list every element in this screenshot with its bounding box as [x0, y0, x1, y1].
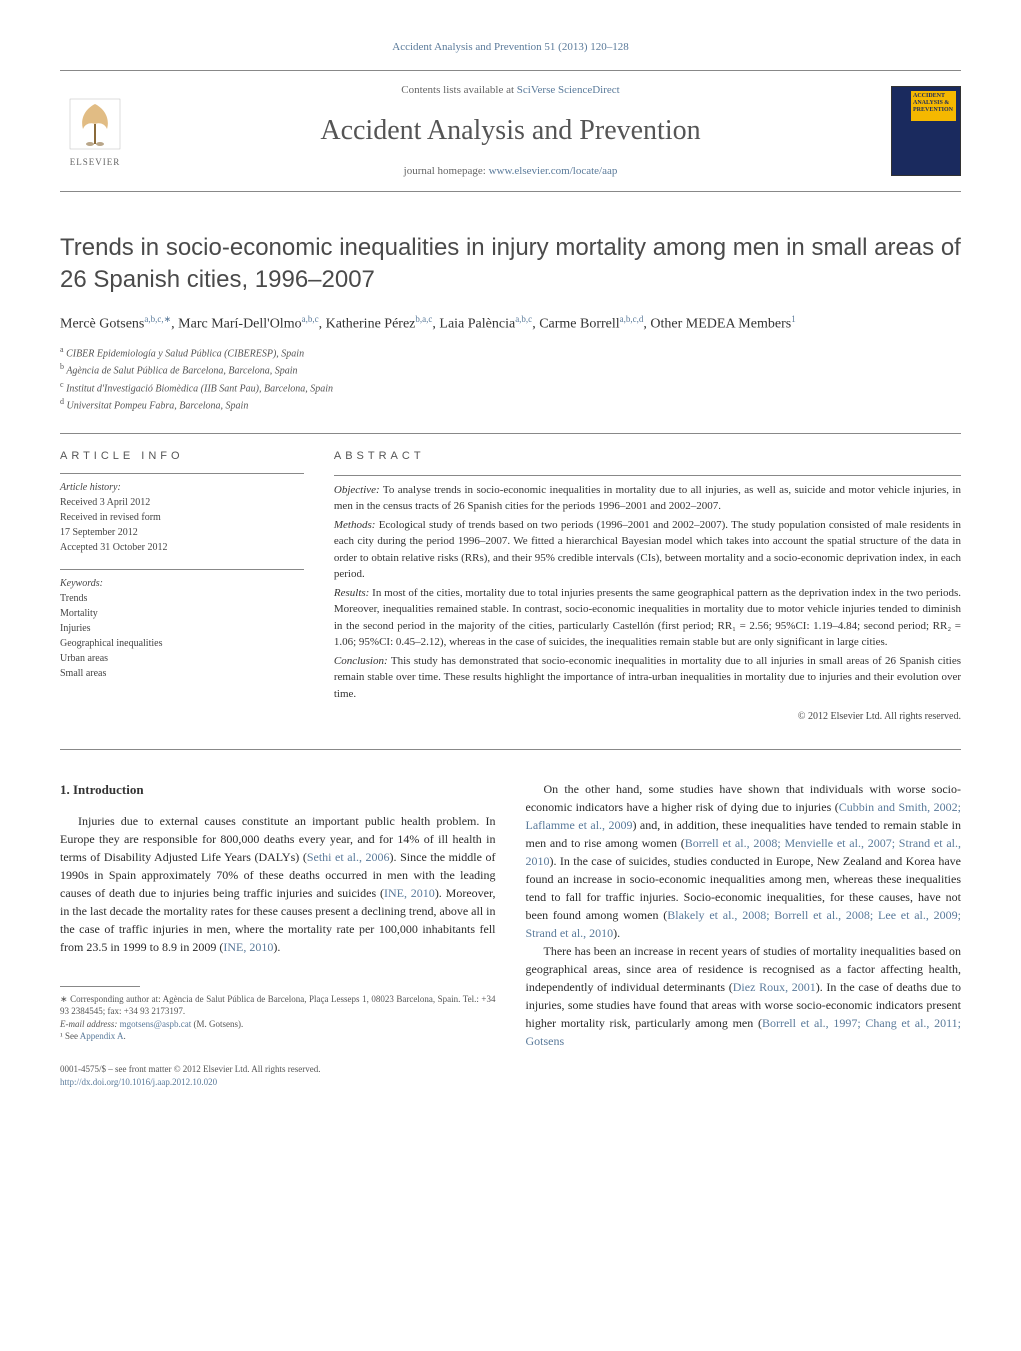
- elsevier-tree-icon: [65, 94, 125, 154]
- results-text: In most of the cities, mortality due to …: [334, 587, 961, 649]
- conclusion-label: Conclusion:: [334, 655, 388, 667]
- footnote-1: ¹ See Appendix A.: [60, 1030, 496, 1043]
- divider-top: [60, 433, 961, 434]
- history-label: Article history:: [60, 480, 304, 495]
- section-number: 1.: [60, 782, 70, 797]
- contents-available-line: Contents lists available at SciVerse Sci…: [150, 83, 871, 98]
- footnote-rule: [60, 986, 140, 987]
- abstract-heading: abstract: [334, 449, 961, 464]
- citation-link[interactable]: Borrell et al., 1997; Chang et al., 2011…: [526, 1016, 962, 1048]
- journal-cover-badge: ACCIDENT ANALYSIS & PREVENTION: [911, 91, 956, 121]
- objective-text: To analyse trends in socio-economic ineq…: [334, 484, 961, 513]
- homepage-prefix: journal homepage:: [404, 165, 489, 177]
- contents-prefix: Contents lists available at: [401, 84, 516, 96]
- abstract-body: Objective: To analyse trends in socio-ec…: [334, 482, 961, 703]
- article-title: Trends in socio-economic inequalities in…: [60, 232, 961, 294]
- header-center: Contents lists available at SciVerse Sci…: [150, 83, 871, 179]
- appendix-link[interactable]: Appendix A: [80, 1031, 124, 1041]
- front-matter-line: 0001-4575/$ – see front matter © 2012 El…: [60, 1063, 496, 1076]
- main-two-column: 1. Introduction Injuries due to external…: [60, 780, 961, 1088]
- results-label: Results:: [334, 587, 369, 599]
- info-divider-1: [60, 473, 304, 474]
- citation-link[interactable]: Blakely et al., 2008; Borrell et al., 20…: [526, 908, 962, 940]
- elsevier-label: ELSEVIER: [70, 156, 121, 169]
- footnote-1-suffix: .: [123, 1031, 125, 1041]
- email-address[interactable]: mgotsens@aspb.cat: [120, 1019, 192, 1029]
- affiliation-line: c Institut d'Investigació Biomèdica (IIB…: [60, 379, 961, 396]
- body-paragraph: There has been an increase in recent yea…: [526, 942, 962, 1050]
- abstract-column: abstract Objective: To analyse trends in…: [334, 449, 961, 724]
- divider-bottom: [60, 749, 961, 750]
- body-paragraph: Injuries due to external causes constitu…: [60, 812, 496, 956]
- history-line: 17 September 2012: [60, 525, 304, 540]
- keyword-item: Geographical inequalities: [60, 636, 304, 651]
- author-list: Mercè Gotsensa,b,c,∗, Marc Marí-Dell'Olm…: [60, 313, 961, 334]
- section-title: Introduction: [73, 782, 144, 797]
- article-info-column: article info Article history: Received 3…: [60, 449, 304, 724]
- journal-homepage-line: journal homepage: www.elsevier.com/locat…: [150, 164, 871, 179]
- corresponding-author: ∗ Corresponding author at: Agència de Sa…: [60, 993, 496, 1018]
- article-history-block: Article history: Received 3 April 2012Re…: [60, 480, 304, 555]
- left-column: 1. Introduction Injuries due to external…: [60, 780, 496, 1088]
- doi-link[interactable]: http://dx.doi.org/10.1016/j.aap.2012.10.…: [60, 1077, 217, 1087]
- history-line: Accepted 31 October 2012: [60, 540, 304, 555]
- email-suffix: (M. Gotsens).: [191, 1019, 243, 1029]
- history-line: Received in revised form: [60, 510, 304, 525]
- body-paragraph: On the other hand, some studies have sho…: [526, 780, 962, 942]
- journal-header-box: ELSEVIER Contents lists available at Sci…: [60, 70, 961, 192]
- citation-link[interactable]: Cubbin and Smith, 2002; Laflamme et al.,…: [526, 800, 962, 832]
- section-heading-intro: 1. Introduction: [60, 780, 496, 800]
- keyword-item: Injuries: [60, 621, 304, 636]
- info-divider-2: [60, 569, 304, 570]
- citation-link[interactable]: Diez Roux, 2001: [733, 980, 816, 994]
- conclusion-text: This study has demonstrated that socio-e…: [334, 655, 961, 700]
- info-abstract-row: article info Article history: Received 3…: [60, 449, 961, 724]
- email-label: E-mail address:: [60, 1019, 120, 1029]
- abstract-divider: [334, 475, 961, 476]
- journal-title: Accident Analysis and Prevention: [150, 111, 871, 150]
- keyword-item: Mortality: [60, 606, 304, 621]
- citation-link[interactable]: INE, 2010: [384, 886, 435, 900]
- right-column: On the other hand, some studies have sho…: [526, 780, 962, 1088]
- corresponding-author-block: ∗ Corresponding author at: Agència de Sa…: [60, 986, 496, 1043]
- affiliation-line: b Agència de Salut Pública de Barcelona,…: [60, 361, 961, 378]
- keyword-item: Urban areas: [60, 651, 304, 666]
- methods-label: Methods:: [334, 519, 376, 531]
- elsevier-logo: ELSEVIER: [60, 91, 130, 171]
- keywords-block: Keywords: TrendsMortalityInjuriesGeograp…: [60, 576, 304, 681]
- citation-link[interactable]: INE, 2010: [223, 940, 273, 954]
- journal-ref-link[interactable]: Accident Analysis and Prevention 51 (201…: [392, 41, 628, 53]
- abstract-copyright: © 2012 Elsevier Ltd. All rights reserved…: [334, 710, 961, 724]
- sciverse-link[interactable]: SciVerse ScienceDirect: [517, 84, 620, 96]
- homepage-link[interactable]: www.elsevier.com/locate/aap: [489, 165, 618, 177]
- objective-label: Objective:: [334, 484, 380, 496]
- journal-cover-thumbnail: ACCIDENT ANALYSIS & PREVENTION: [891, 86, 961, 176]
- citation-link[interactable]: Borrell et al., 2008; Menvielle et al., …: [526, 836, 962, 868]
- affiliation-line: a CIBER Epidemiología y Salud Pública (C…: [60, 344, 961, 361]
- footnote-1-prefix: ¹ See: [60, 1031, 80, 1041]
- keyword-item: Small areas: [60, 666, 304, 681]
- journal-reference: Accident Analysis and Prevention 51 (201…: [60, 40, 961, 55]
- affiliation-line: d Universitat Pompeu Fabra, Barcelona, S…: [60, 396, 961, 413]
- affiliations-list: a CIBER Epidemiología y Salud Pública (C…: [60, 344, 961, 413]
- email-line: E-mail address: mgotsens@aspb.cat (M. Go…: [60, 1018, 496, 1031]
- keyword-item: Trends: [60, 591, 304, 606]
- article-info-heading: article info: [60, 449, 304, 464]
- citation-link[interactable]: Sethi et al., 2006: [307, 850, 390, 864]
- keywords-label: Keywords:: [60, 576, 304, 591]
- history-line: Received 3 April 2012: [60, 495, 304, 510]
- methods-text: Ecological study of trends based on two …: [334, 519, 961, 581]
- bottom-meta: 0001-4575/$ – see front matter © 2012 El…: [60, 1063, 496, 1088]
